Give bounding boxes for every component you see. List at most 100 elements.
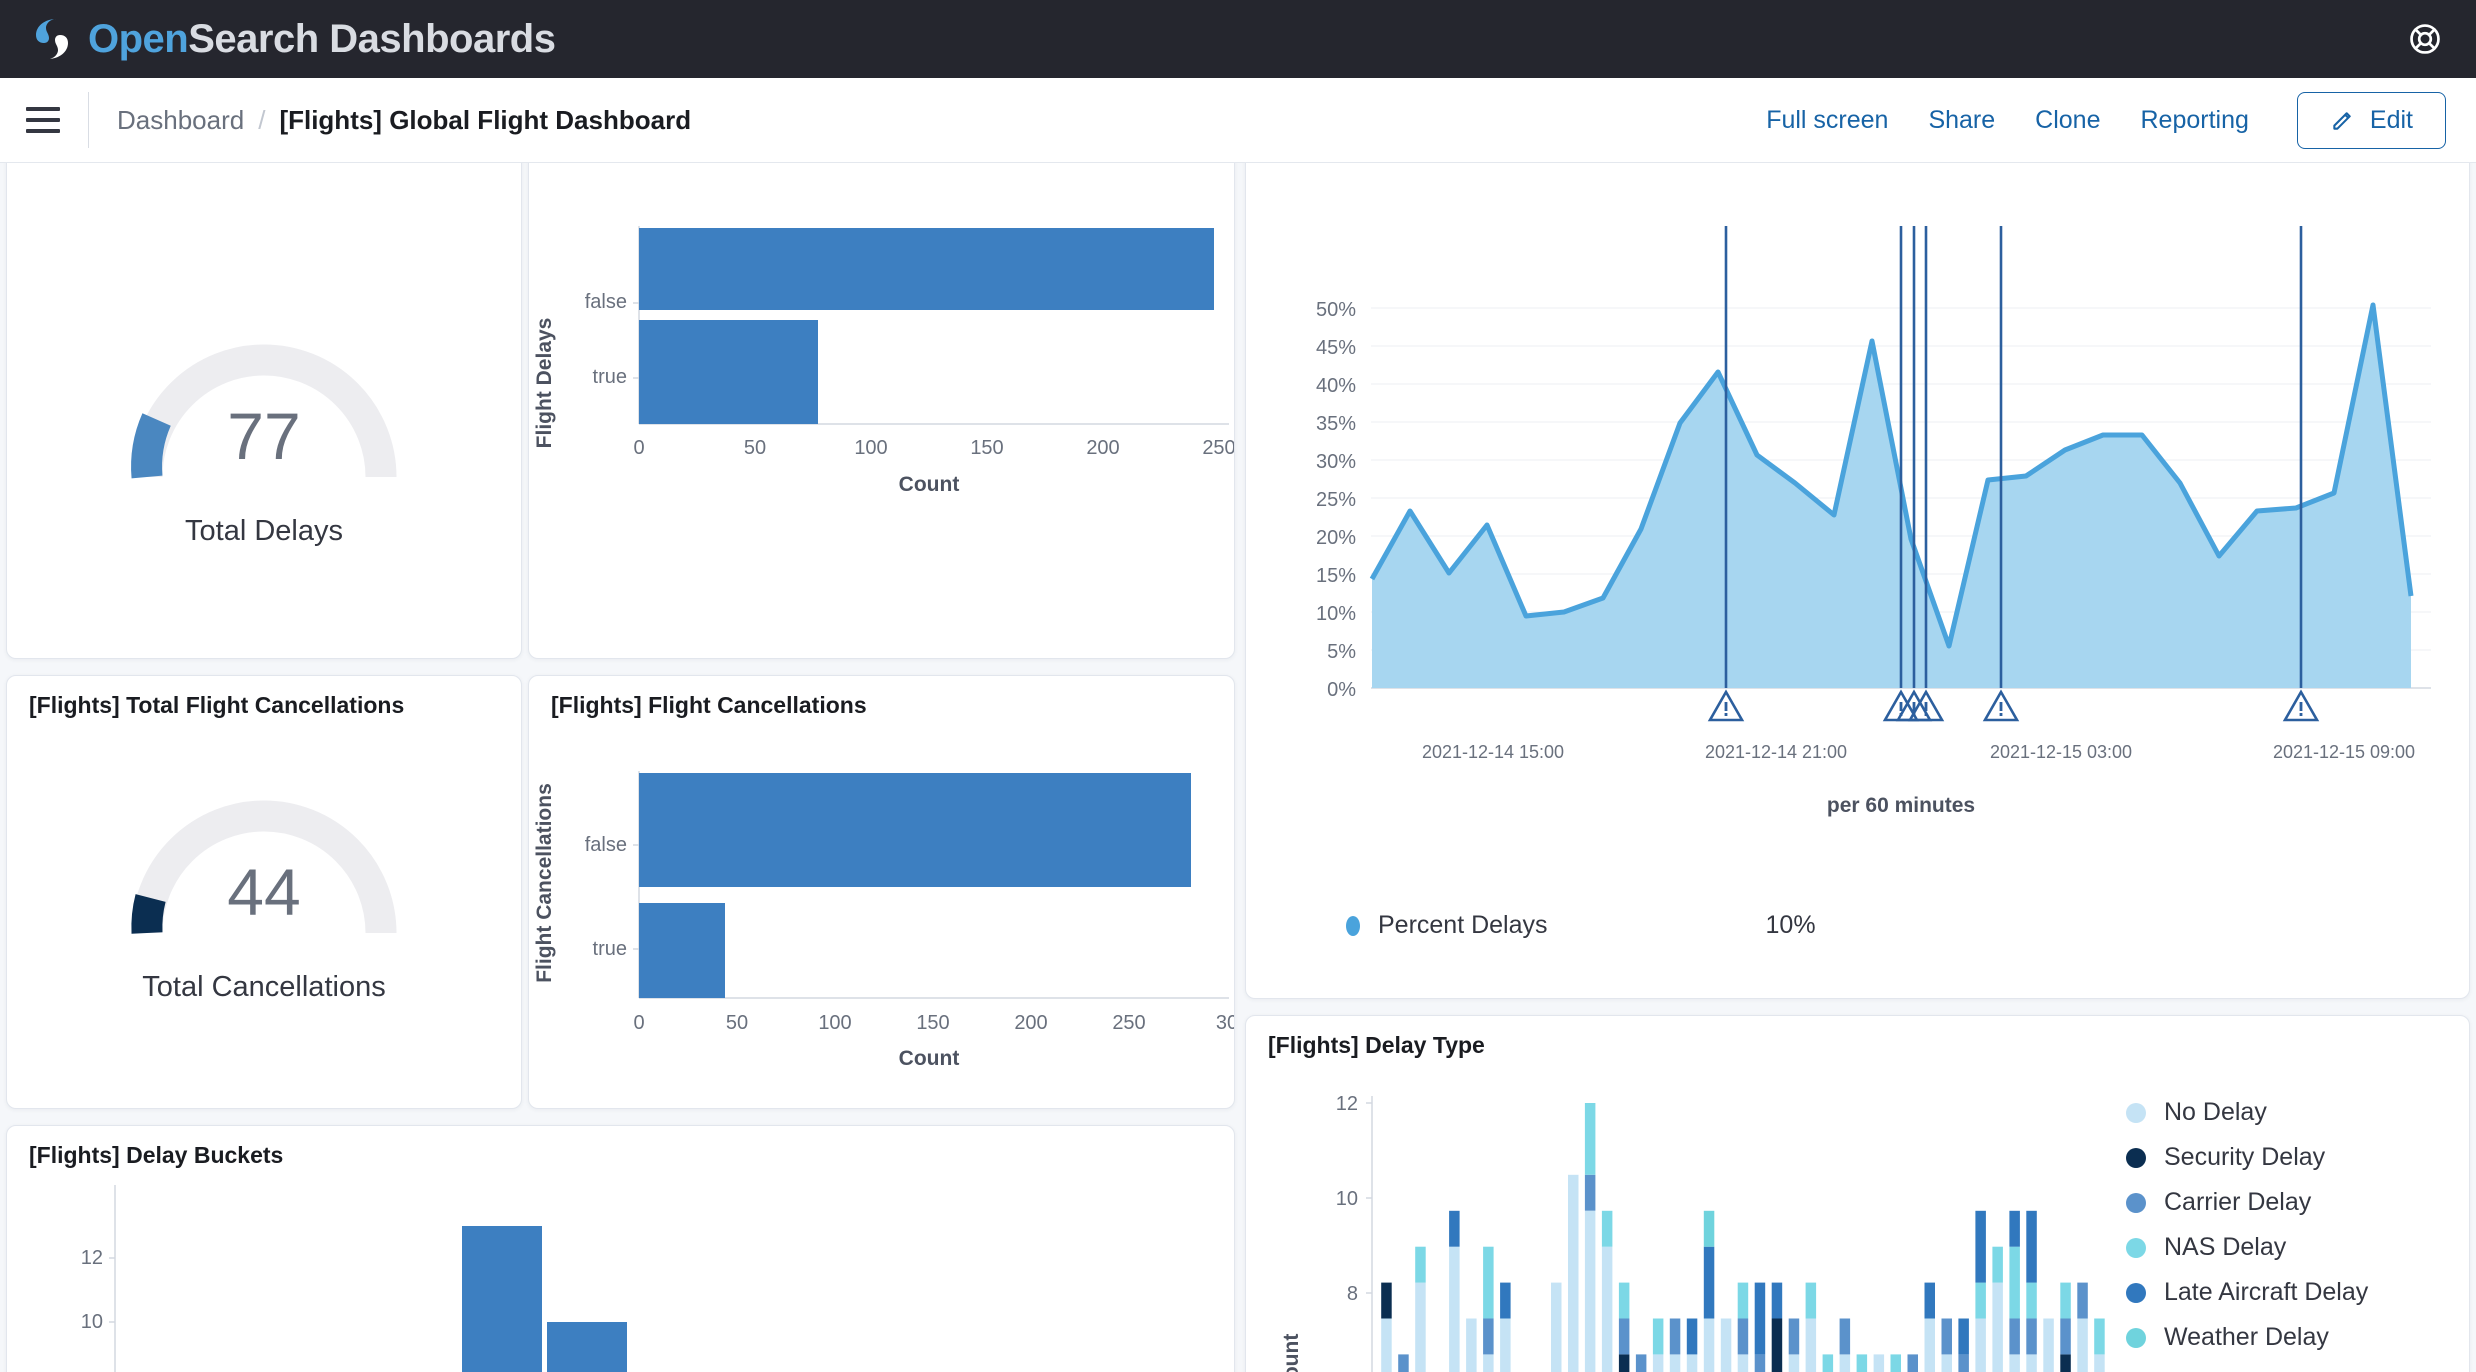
delay-type-bar-segment[interactable] [1500, 1282, 1511, 1319]
delay-type-bar-segment[interactable] [2077, 1318, 2088, 1372]
delay-type-bar-segment[interactable] [1856, 1354, 1868, 1372]
delay-type-bar-segment[interactable] [1584, 1210, 1596, 1372]
delay-type-bar-segment[interactable] [1958, 1318, 1969, 1355]
delay-type-bar-segment[interactable] [1771, 1282, 1783, 1319]
delay-type-bar-segment[interactable] [1805, 1282, 1817, 1319]
delay-type-bar-segment[interactable] [2043, 1318, 2054, 1372]
delay-type-bar-segment[interactable] [1754, 1354, 1766, 1372]
delay-type-bar-segment[interactable] [1703, 1246, 1715, 1319]
delay-type-bar-segment[interactable] [1500, 1318, 1511, 1372]
delay-type-bar-segment[interactable] [1958, 1354, 1969, 1372]
delay-type-bar-segment[interactable] [1941, 1318, 1953, 1355]
legend-item-weather-delay[interactable]: Weather Delay [2126, 1323, 2368, 1352]
delay-type-bar-segment[interactable] [2094, 1354, 2105, 1372]
panel-delay-type[interactable]: [Flights] Delay Type Count 12 10 8 6 4 N… [1245, 1015, 2470, 1372]
delay-type-bar-segment[interactable] [1839, 1354, 1851, 1372]
panel-delay-buckets[interactable]: [Flights] Delay Buckets Count 12 10 8 6 … [6, 1125, 1235, 1372]
delay-type-bar-segment[interactable] [1635, 1354, 1647, 1372]
delay-type-bar-segment[interactable] [1992, 1282, 2003, 1372]
delay-type-bar-segment[interactable] [1975, 1210, 1986, 1283]
reporting-button[interactable]: Reporting [2140, 105, 2249, 134]
delay-type-bar-segment[interactable] [1483, 1354, 1494, 1372]
delay-type-bar-segment[interactable] [1483, 1318, 1494, 1355]
delay-type-bar-segment[interactable] [1618, 1354, 1630, 1372]
delay-type-bar-segment[interactable] [1992, 1246, 2003, 1283]
clone-button[interactable]: Clone [2035, 105, 2101, 134]
delay-type-bar-segment[interactable] [1568, 1174, 1579, 1372]
delay-type-bar-segment[interactable] [1398, 1354, 1409, 1372]
delay-type-bar-segment[interactable] [2009, 1318, 2020, 1355]
delay-type-bar-segment[interactable] [2026, 1210, 2037, 1283]
delay-type-bar-segment[interactable] [1686, 1354, 1698, 1372]
delay-type-bar-segment[interactable] [1686, 1318, 1698, 1355]
panel-total-flight-delays[interactable]: 77 Total Delays [6, 163, 522, 659]
delay-type-bar-segment[interactable] [1584, 1103, 1596, 1175]
delay-type-bar-segment[interactable] [1975, 1282, 1986, 1319]
panel-percent-delays[interactable]: 50% 45% 40% 35% 30% 25% 20% 15% 10% 5% 0… [1245, 163, 2470, 999]
delay-type-bar-segment[interactable] [1924, 1282, 1936, 1319]
delay-type-bar-segment[interactable] [1720, 1318, 1732, 1372]
delay-type-bar-segment[interactable] [1703, 1318, 1715, 1372]
panel-flight-cancellations[interactable]: [Flights] Flight Cancellations Flight Ca… [528, 675, 1235, 1109]
delay-type-bar-segment[interactable] [2026, 1318, 2037, 1355]
delay-type-bar-segment[interactable] [1415, 1246, 1426, 1283]
delay-type-bar-segment[interactable] [1890, 1354, 1902, 1372]
delay-type-bar-segment[interactable] [2026, 1282, 2037, 1319]
panel-total-flight-cancellations[interactable]: [Flights] Total Flight Cancellations 44 … [6, 675, 522, 1109]
delay-type-bar-segment[interactable] [2009, 1210, 2020, 1247]
delay-type-bar-segment[interactable] [1703, 1210, 1715, 1247]
legend-item-late-aircraft-delay[interactable]: Late Aircraft Delay [2126, 1278, 2368, 1307]
delay-type-bar-segment[interactable] [1483, 1246, 1494, 1319]
delay-type-bar-segment[interactable] [2060, 1318, 2071, 1355]
delay-type-bar-segment[interactable] [1737, 1282, 1749, 1319]
delay-type-bar-segment[interactable] [1381, 1282, 1392, 1319]
help-lifebuoy-icon[interactable] [2408, 22, 2442, 56]
delay-type-bar-segment[interactable] [2009, 1354, 2020, 1372]
delay-type-bar-segment[interactable] [1924, 1318, 1936, 1372]
delay-type-bar-segment[interactable] [1415, 1282, 1426, 1372]
delay-type-bar-segment[interactable] [1754, 1282, 1766, 1355]
delay-type-bar-segment[interactable] [2060, 1354, 2071, 1372]
delay-type-bar-segment[interactable] [1449, 1246, 1460, 1372]
delay-type-bar-segment[interactable] [1449, 1210, 1460, 1247]
delay-type-bar-segment[interactable] [1873, 1354, 1885, 1372]
delay-type-bar-segment[interactable] [1788, 1318, 1800, 1355]
legend-item-security-delay[interactable]: Security Delay [2126, 1143, 2368, 1172]
delay-type-bar-segment[interactable] [2094, 1318, 2105, 1355]
delay-type-bar-segment[interactable] [1601, 1210, 1613, 1247]
delay-type-bar-segment[interactable] [1669, 1318, 1681, 1355]
delay-type-bar-segment[interactable] [1618, 1318, 1630, 1355]
delay-type-bar-segment[interactable] [1618, 1282, 1630, 1319]
legend-percent-delays[interactable]: Percent Delays 10% [1346, 911, 1816, 940]
delay-type-bar-segment[interactable] [1941, 1354, 1953, 1372]
delay-type-bar-segment[interactable] [1466, 1318, 1477, 1372]
delay-type-bar-segment[interactable] [1601, 1246, 1613, 1372]
delay-type-bar-segment[interactable] [1788, 1354, 1800, 1372]
edit-button[interactable]: Edit [2296, 91, 2446, 149]
delay-type-bar-segment[interactable] [2026, 1354, 2037, 1372]
full-screen-button[interactable]: Full screen [1766, 105, 1889, 134]
delay-type-bar-segment[interactable] [1805, 1318, 1817, 1372]
delay-type-bar-segment[interactable] [1669, 1354, 1681, 1372]
delay-type-bar-segment[interactable] [1839, 1318, 1851, 1355]
delay-type-bar-segment[interactable] [1907, 1354, 1919, 1372]
delay-type-bar-segment[interactable] [2077, 1282, 2088, 1319]
breadcrumb-dashboard[interactable]: Dashboard [117, 104, 245, 135]
hamburger-menu-icon[interactable] [26, 107, 60, 133]
delay-type-bar-segment[interactable] [1652, 1318, 1664, 1355]
delay-type-bar-segment[interactable] [1822, 1354, 1834, 1372]
delay-type-bar-segment[interactable] [1584, 1174, 1596, 1211]
delay-type-bar-segment[interactable] [1771, 1318, 1783, 1372]
delay-type-bar-segment[interactable] [2009, 1246, 2020, 1319]
delay-type-bar-segment[interactable] [1975, 1318, 1986, 1372]
legend-item-nas-delay[interactable]: NAS Delay [2126, 1233, 2368, 1262]
delay-type-bar-segment[interactable] [2060, 1282, 2071, 1319]
delay-type-bar-segment[interactable] [1652, 1354, 1664, 1372]
share-button[interactable]: Share [1928, 105, 1996, 134]
legend-item-no-delay[interactable]: No Delay [2126, 1098, 2368, 1127]
delay-type-bar-segment[interactable] [1551, 1282, 1562, 1372]
delay-type-bar-segment[interactable] [1737, 1318, 1749, 1355]
panel-flight-delays[interactable]: Flight Delays false true 0 50 100 150 20… [528, 163, 1235, 659]
delay-type-bar-segment[interactable] [1381, 1318, 1392, 1372]
legend-item-carrier-delay[interactable]: Carrier Delay [2126, 1188, 2368, 1217]
